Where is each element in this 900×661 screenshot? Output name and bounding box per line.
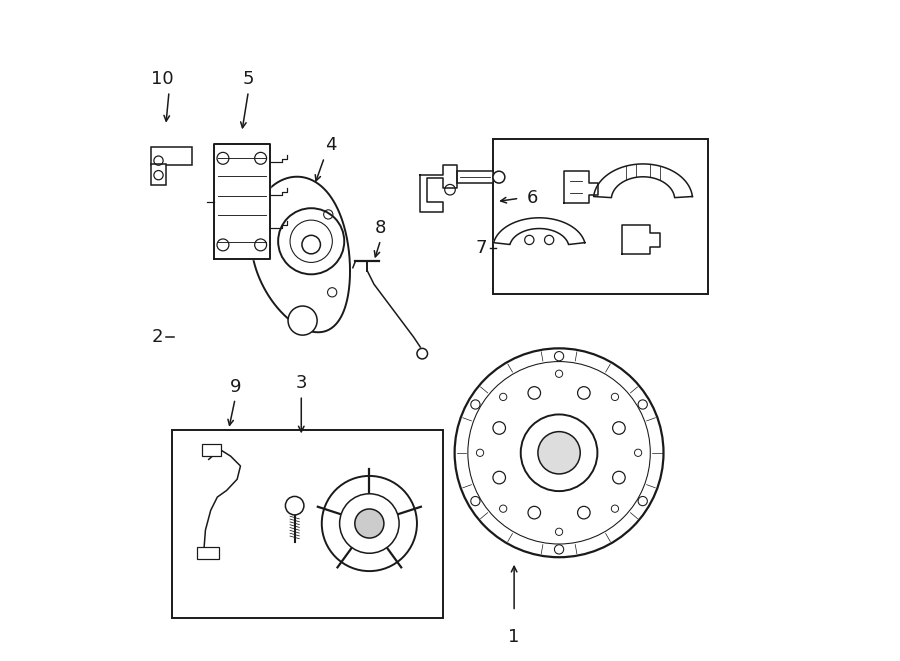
- Text: 8: 8: [375, 219, 386, 237]
- Circle shape: [554, 545, 563, 554]
- Circle shape: [322, 476, 417, 571]
- Bar: [197, 547, 219, 559]
- Polygon shape: [563, 171, 598, 203]
- Circle shape: [638, 400, 647, 409]
- Circle shape: [476, 449, 483, 456]
- Circle shape: [454, 348, 663, 557]
- Text: 2: 2: [152, 328, 164, 346]
- Circle shape: [634, 449, 642, 456]
- Polygon shape: [594, 164, 692, 198]
- Text: 5: 5: [243, 70, 254, 89]
- Polygon shape: [251, 176, 350, 332]
- Circle shape: [500, 393, 507, 401]
- Circle shape: [493, 471, 506, 484]
- Circle shape: [528, 387, 541, 399]
- Circle shape: [578, 387, 590, 399]
- Text: 9: 9: [230, 377, 241, 396]
- Text: 6: 6: [526, 189, 538, 208]
- Bar: [202, 444, 220, 456]
- Circle shape: [500, 505, 507, 512]
- Circle shape: [528, 506, 541, 519]
- Text: 1: 1: [508, 628, 520, 646]
- Circle shape: [493, 422, 506, 434]
- Text: 4: 4: [325, 136, 337, 155]
- Circle shape: [613, 471, 626, 484]
- Circle shape: [555, 528, 562, 535]
- Circle shape: [613, 422, 626, 434]
- Circle shape: [521, 414, 598, 491]
- Circle shape: [555, 370, 562, 377]
- Circle shape: [355, 509, 384, 538]
- Circle shape: [493, 171, 505, 183]
- Circle shape: [538, 432, 580, 474]
- Circle shape: [578, 506, 590, 519]
- Text: 7: 7: [476, 239, 488, 257]
- Text: 10: 10: [151, 70, 174, 89]
- Circle shape: [611, 393, 618, 401]
- Bar: [151, 147, 193, 165]
- Polygon shape: [420, 165, 456, 212]
- Bar: [456, 171, 493, 183]
- Bar: [151, 164, 166, 185]
- Circle shape: [611, 505, 618, 512]
- Circle shape: [288, 306, 317, 335]
- Polygon shape: [213, 144, 270, 260]
- Circle shape: [471, 496, 480, 506]
- Bar: [173, 430, 444, 618]
- Polygon shape: [494, 218, 585, 245]
- Circle shape: [302, 235, 320, 254]
- Text: 3: 3: [295, 374, 307, 393]
- Bar: [493, 139, 707, 294]
- Circle shape: [278, 208, 344, 274]
- Circle shape: [554, 352, 563, 361]
- Circle shape: [285, 496, 304, 515]
- Circle shape: [471, 400, 480, 409]
- Polygon shape: [622, 225, 661, 254]
- Circle shape: [638, 496, 647, 506]
